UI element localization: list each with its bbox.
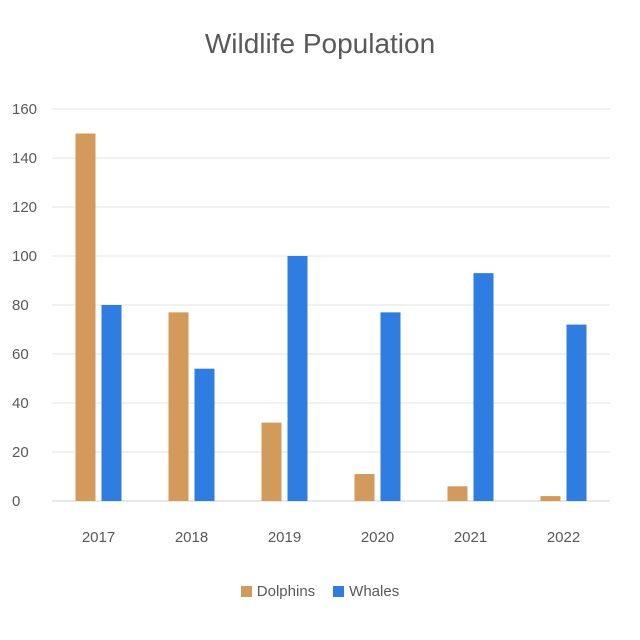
x-tick-label: 2022 — [547, 529, 580, 546]
bar-dolphins-2017 — [75, 133, 96, 501]
bar-whales-2018 — [194, 368, 215, 501]
y-tick-label: 120 — [12, 199, 37, 216]
x-tick-label: 2020 — [361, 529, 394, 546]
chart-legend: Dolphins Whales — [0, 583, 640, 600]
x-tick-label: 2017 — [82, 529, 115, 546]
y-tick-label: 100 — [12, 248, 37, 265]
x-tick-label: 2019 — [268, 529, 301, 546]
y-tick-label: 60 — [12, 346, 29, 363]
y-tick-label: 80 — [12, 297, 29, 314]
bar-whales-2017 — [101, 305, 122, 501]
legend-label: Dolphins — [256, 583, 316, 600]
bar-whales-2022 — [566, 324, 587, 501]
bar-whales-2019 — [287, 256, 308, 501]
bar-whales-2021 — [473, 273, 494, 501]
bar-dolphins-2021 — [447, 486, 468, 501]
bar-dolphins-2018 — [168, 312, 189, 501]
bar-dolphins-2020 — [354, 474, 375, 501]
x-tick-label: 2021 — [454, 529, 487, 546]
bar-whales-2020 — [380, 312, 401, 501]
y-tick-label: 160 — [12, 101, 37, 118]
y-tick-label: 140 — [12, 150, 37, 167]
legend-label: Whales — [349, 583, 400, 600]
bar-dolphins-2022 — [540, 496, 561, 501]
legend-item-whales: Whales — [333, 583, 399, 600]
legend-swatch — [240, 586, 252, 597]
x-tick-label: 2018 — [175, 529, 208, 546]
bar-dolphins-2019 — [261, 422, 282, 501]
chart-title: Wildlife Population — [204, 28, 436, 59]
legend-swatch — [333, 586, 345, 597]
legend-item-dolphins: Dolphins — [240, 583, 316, 600]
y-tick-label: 0 — [12, 493, 20, 510]
y-tick-label: 20 — [12, 444, 29, 461]
y-tick-label: 40 — [12, 395, 29, 412]
